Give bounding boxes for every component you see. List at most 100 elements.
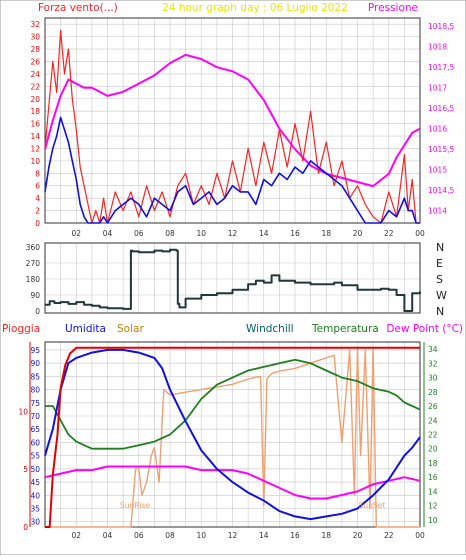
y-tick-label: 16: [30, 120, 40, 129]
x-tick-label: 10: [196, 531, 206, 540]
temperature-tick-label: 28: [428, 388, 438, 397]
compass-tick-label: N: [436, 305, 444, 318]
x-tick-label: 22: [384, 229, 394, 238]
x-tick-label: 20: [353, 229, 363, 238]
wind-title: Forza vento(...): [38, 2, 118, 14]
direction-series: [45, 248, 421, 312]
humidity-tick-label: 75: [30, 399, 40, 408]
x-tick-label: 16: [290, 229, 300, 238]
x-tick-label: 04: [103, 531, 113, 540]
y-tick-label: 26: [30, 57, 40, 66]
humidity-tick-label: 55: [30, 452, 40, 461]
temperature-axis-labels: 10 12 14 16 18 20 22 24 26 28 30 32 34: [423, 342, 438, 527]
climate-x-axis-labels: 02 04 06 08 10 12 14 16 18 20 22 00: [71, 531, 425, 540]
pressure-line: [44, 53, 421, 188]
pressure-title: Pressione: [368, 2, 418, 14]
x-tick-label: 04: [103, 229, 113, 238]
pressure-tick-label: 1017,5: [428, 63, 454, 72]
temperature-tick-label: 18: [428, 459, 438, 468]
humidity-axis-labels: 30 35 40 45 50 55 60 65 70 75 80 85 90 95: [30, 346, 40, 527]
x-tick-label: 20: [353, 531, 363, 540]
humidity-label: Umidita: [65, 323, 106, 335]
wind-gust-line: [44, 29, 420, 224]
humidity-tick-label: 70: [30, 412, 40, 421]
climate-panel-frame: [44, 341, 421, 528]
windchill-label: Windchill: [246, 323, 294, 335]
rain-label: Pioggia: [2, 323, 40, 335]
humidity-tick-label: 95: [30, 346, 40, 355]
direction-axis-labels: 0 90 180 270 360: [26, 243, 41, 316]
humidity-tick-label: 35: [30, 505, 40, 514]
x-tick-label: 02: [71, 229, 81, 238]
y-tick-label: 6: [35, 182, 40, 191]
humidity-tick-label: 45: [30, 478, 40, 487]
humidity-tick-label: 65: [30, 425, 40, 434]
humidity-tick-label: 30: [30, 518, 40, 527]
pressure-tick-label: 1017: [428, 84, 447, 93]
x-tick-label: 12: [228, 229, 238, 238]
temperature-tick-label: 22: [428, 431, 438, 440]
temperature-tick-label: 26: [428, 402, 438, 411]
wind-panel-frame: [44, 17, 421, 224]
temperature-tick-label: 32: [428, 359, 438, 368]
y-tick-label: 30: [30, 33, 40, 42]
wind-series: [44, 29, 421, 224]
rain-axis-labels: 0 5 10: [18, 342, 31, 532]
temperature-tick-label: 16: [428, 473, 438, 482]
compass-tick-label: N: [436, 241, 444, 254]
y-tick-label: 14: [30, 132, 40, 141]
temperature-tick-label: 14: [428, 487, 438, 496]
x-tick-label: 12: [228, 531, 238, 540]
direction-tick-label: 90: [30, 291, 40, 300]
humidity-tick-label: 80: [30, 386, 40, 395]
chart-title: 24 hour graph day : 06 Luglio 2022: [162, 2, 348, 14]
dewpoint-line: [44, 465, 421, 500]
x-tick-label: 06: [134, 229, 144, 238]
sunset-annotation: SunSet: [359, 501, 386, 510]
humidity-tick-label: 50: [30, 465, 40, 474]
temperature-tick-label: 12: [428, 502, 438, 511]
y-tick-label: 0: [35, 219, 40, 228]
y-tick-label: 10: [30, 157, 40, 166]
y-tick-label: 4: [35, 194, 40, 203]
direction-panel-grid: [45, 243, 421, 313]
humidity-tick-label: 90: [30, 359, 40, 368]
direction-tick-label: 270: [26, 259, 41, 268]
x-tick-label: 10: [196, 229, 206, 238]
direction-tick-label: 360: [26, 243, 41, 252]
y-tick-label: 28: [30, 45, 40, 54]
wind-x-axis-labels: 02 04 06 08 10 12 14 16 18 20 22 00: [71, 229, 425, 238]
x-tick-label: 00: [415, 229, 425, 238]
temperature-tick-label: 34: [428, 345, 438, 354]
y-tick-label: 24: [30, 70, 40, 79]
pressure-tick-label: 1014,5: [428, 186, 454, 195]
temperature-tick-label: 30: [428, 374, 438, 383]
temperature-tick-label: 24: [428, 416, 438, 425]
temperature-label: Temperatura: [311, 323, 379, 335]
x-tick-label: 06: [134, 531, 144, 540]
x-tick-label: 22: [384, 531, 394, 540]
y-tick-label: 2: [35, 207, 40, 216]
x-tick-label: 08: [165, 531, 175, 540]
y-tick-label: 12: [30, 144, 40, 153]
x-tick-label: 16: [290, 531, 300, 540]
pressure-tick-label: 1015: [428, 166, 447, 175]
pressure-tick-label: 1015,5: [428, 145, 454, 154]
humidity-tick-label: 60: [30, 438, 40, 447]
x-tick-label: 14: [259, 531, 269, 540]
solar-line: [45, 346, 420, 528]
y-tick-label: 8: [35, 169, 40, 178]
x-tick-label: 18: [321, 531, 331, 540]
y-tick-label: 20: [30, 95, 40, 104]
pressure-tick-label: 1016,5: [428, 104, 454, 113]
direction-tick-label: 0: [35, 307, 40, 316]
x-tick-label: 08: [165, 229, 175, 238]
y-tick-label: 22: [30, 82, 40, 91]
humidity-line: [44, 348, 421, 521]
sunrise-annotation: SunRise: [120, 501, 150, 510]
